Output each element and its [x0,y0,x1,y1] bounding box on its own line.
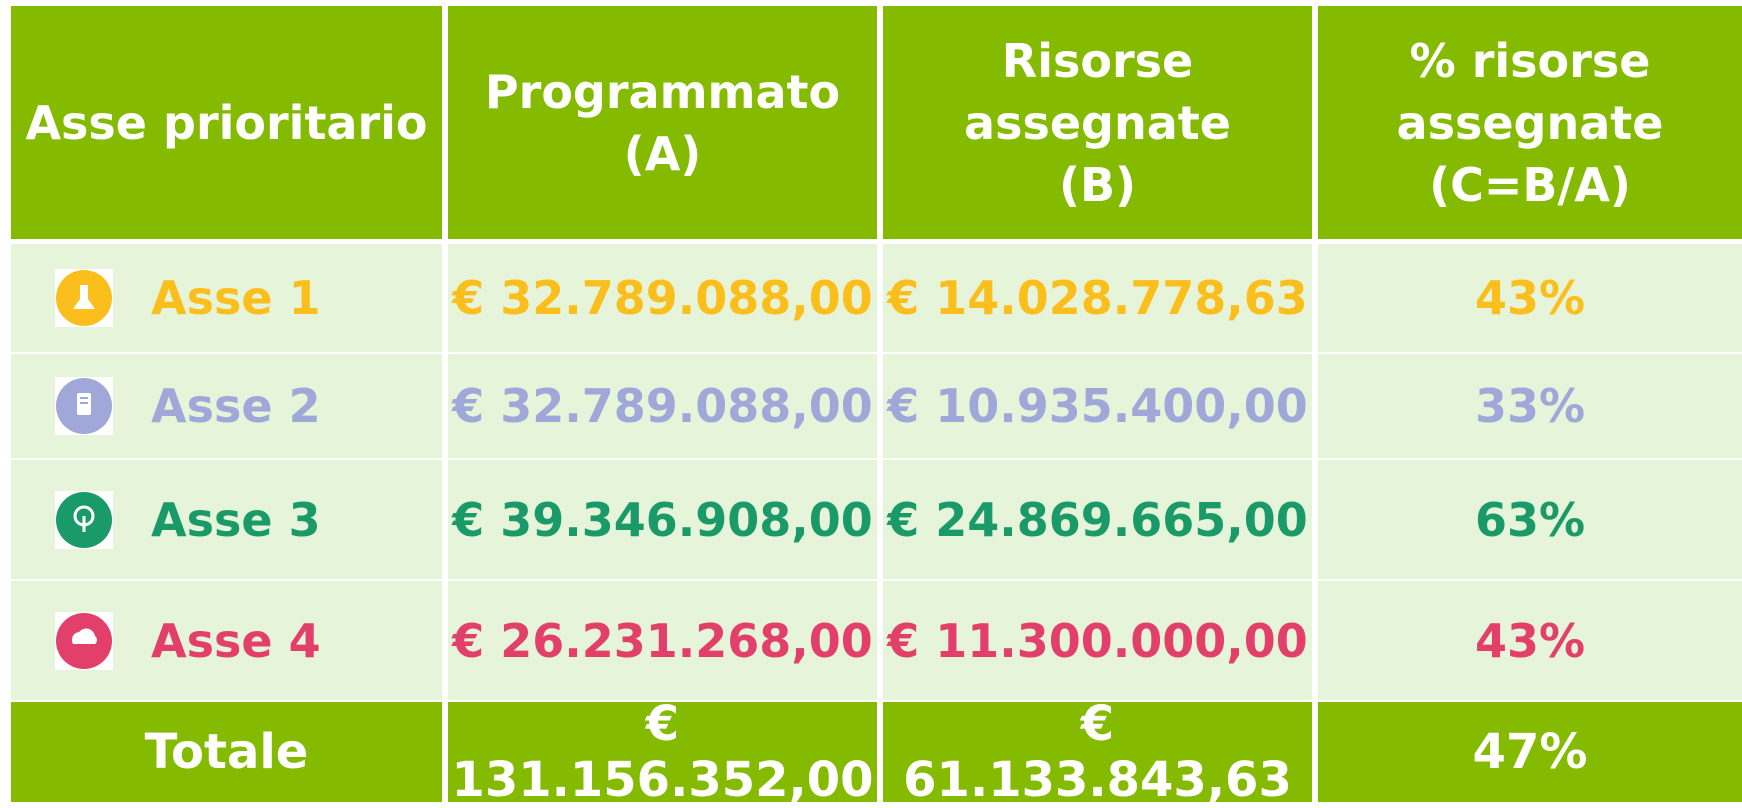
value-cell: 43% [1318,244,1742,352]
header-cell: Asse prioritario [11,6,442,239]
value-cell: € 32.789.088,00 [448,244,877,352]
value-cell: € 24.869.665,00 [883,460,1312,579]
header-cell: Programmato (A) [448,6,877,239]
header-cell: Risorse assegnate (B) [883,6,1312,239]
total-value: 47% [1318,702,1742,802]
value-cell: € 26.231.268,00 [448,581,877,700]
value-cell: € 32.789.088,00 [448,354,877,458]
row-icon [55,490,113,549]
total-value: € 61.133.843,63 [883,696,1312,808]
value-cell: € 14.028.778,63 [883,244,1312,352]
value-cell: 33% [1318,354,1742,458]
row-icon [55,269,113,327]
row-icon [55,377,113,435]
row-icon [55,611,113,670]
header-cell: % risorse assegnate (C=B/A) [1318,6,1742,239]
value-cell: 63% [1318,460,1742,579]
value-cell: 43% [1318,581,1742,700]
value-cell: € 11.300.000,00 [883,581,1312,700]
value-cell: € 10.935.400,00 [883,354,1312,458]
total-value: € 131.156.352,00 [448,696,877,808]
row-label: Asse 2 [11,354,442,458]
value-cell: € 39.346.908,00 [448,460,877,579]
total-label: Totale [11,702,442,802]
